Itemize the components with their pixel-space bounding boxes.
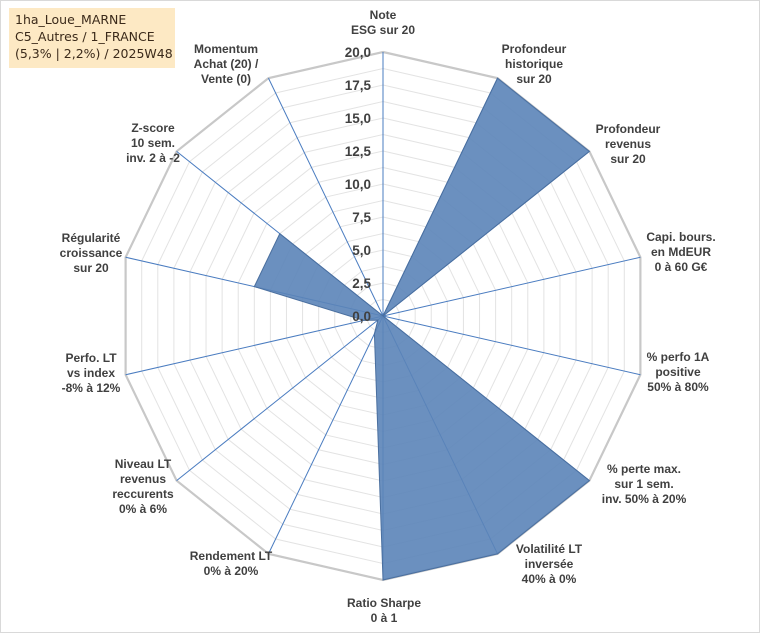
axis-label-line: croissance (60, 246, 123, 260)
axis-label-6: Volatilité LT inversée 40% à 0% (516, 542, 583, 586)
axis-label-line: % perte max. (607, 462, 681, 476)
axis-label-10: Perfo. LT vs index -8% à 12% (62, 351, 121, 395)
axis-label-line: Niveau LT (115, 457, 172, 471)
tick-label: 12,5 (345, 144, 372, 159)
axis-label-0: Note ESG sur 20 (351, 8, 415, 37)
axis-label-line: inversée (525, 557, 574, 571)
axis-label-line: Momentum (194, 42, 258, 56)
tick-label: 0,0 (352, 309, 371, 324)
info-line-fund-name: 1ha_Loue_MARNE (15, 12, 127, 27)
axis-label-11: Régularité croissance sur 20 (60, 231, 123, 275)
grid-spoke (125, 315, 384, 376)
axis-label-9: Niveau LT revenus reccurents 0% à 6% (112, 457, 174, 516)
axis-label-7: Ratio Sharpe 0 à 1 (347, 596, 421, 625)
axis-label-line: Perfo. LT (65, 351, 117, 365)
axis-label-line: positive (655, 365, 701, 379)
axis-label-line: sur 1 sem. (614, 477, 673, 491)
grid-spoke (268, 77, 384, 317)
axis-label-2: Profondeur revenus sur 20 (596, 122, 661, 166)
tick-label: 2,5 (352, 276, 371, 291)
axis-label-line: Achat (20) / (194, 57, 259, 71)
radar-series (253, 77, 591, 581)
axis-label-line: Profondeur (502, 42, 567, 56)
tick-label: 17,5 (345, 78, 372, 93)
axis-label-line: 40% à 0% (522, 572, 577, 586)
grid-spoke (382, 315, 641, 376)
axis-label-8: Rendement LT 0% à 20% (190, 549, 273, 578)
axis-label-line: revenus (120, 472, 166, 486)
axis-label-line: Z-score (131, 121, 175, 135)
axis-label-line: -8% à 12% (62, 381, 121, 395)
info-line-period: (5,3% | 2,2%) / 2025W48 (15, 46, 173, 61)
tick-label: 10,0 (345, 177, 371, 192)
axis-label-line: 0 à 60 G€ (655, 260, 708, 274)
axis-label-line: % perfo 1A (647, 350, 710, 364)
grid-spoke (382, 256, 641, 317)
info-line-category: C5_Autres / 1_FRANCE (15, 29, 155, 44)
tick-label: 20,0 (345, 45, 371, 60)
axis-label-line: Régularité (62, 231, 121, 245)
radial-tick-labels: 0,0 2,5 5,0 7,5 10,0 12,5 15,0 17,5 20,0 (345, 45, 372, 324)
axis-label-5: % perte max. sur 1 sem. inv. 50% à 20% (602, 462, 687, 506)
axis-label-line: Volatilité LT (516, 542, 583, 556)
axis-label-line: 10 sem. (131, 136, 175, 150)
axis-label-12: Z-score 10 sem. inv. 2 à -2 (126, 121, 180, 165)
axis-label-line: Note (370, 8, 397, 22)
axis-label-line: historique (505, 57, 563, 71)
axis-label-line: vs index (67, 366, 115, 380)
axis-label-line: sur 20 (516, 72, 552, 86)
axis-label-line: sur 20 (610, 152, 646, 166)
axis-label-line: inv. 2 à -2 (126, 151, 180, 165)
axis-label-13: Momentum Achat (20) / Vente (0) (194, 42, 259, 86)
axis-label-line: sur 20 (73, 261, 109, 275)
fund-info-box: 1ha_Loue_MARNE C5_Autres / 1_FRANCE (5,3… (9, 8, 175, 68)
axis-label-line: 0% à 20% (204, 564, 259, 578)
tick-label: 7,5 (352, 210, 371, 225)
axis-label-line: reccurents (112, 487, 174, 501)
series-area (253, 77, 591, 581)
axis-label-4: % perfo 1A positive 50% à 80% (647, 350, 710, 394)
grid-spoke (268, 315, 384, 555)
tick-label: 15,0 (345, 111, 371, 126)
axis-label-line: 50% à 80% (647, 380, 709, 394)
axis-label-line: 0% à 6% (119, 502, 167, 516)
axis-label-line: Vente (0) (201, 72, 251, 86)
axis-label-line: 0 à 1 (371, 611, 398, 625)
axis-label-line: Rendement LT (190, 549, 273, 563)
axis-label-line: en MdEUR (651, 245, 711, 259)
axis-label-line: revenus (605, 137, 651, 151)
axis-label-1: Profondeur historique sur 20 (502, 42, 567, 86)
grid-spoke (176, 315, 384, 481)
axis-label-line: inv. 50% à 20% (602, 492, 687, 506)
axis-label-line: Profondeur (596, 122, 661, 136)
axis-label-line: Capi. bours. (646, 230, 715, 244)
axis-label-line: ESG sur 20 (351, 23, 415, 37)
tick-label: 5,0 (352, 243, 371, 258)
axis-label-3: Capi. bours. en MdEUR 0 à 60 G€ (646, 230, 715, 274)
axis-label-line: Ratio Sharpe (347, 596, 421, 610)
